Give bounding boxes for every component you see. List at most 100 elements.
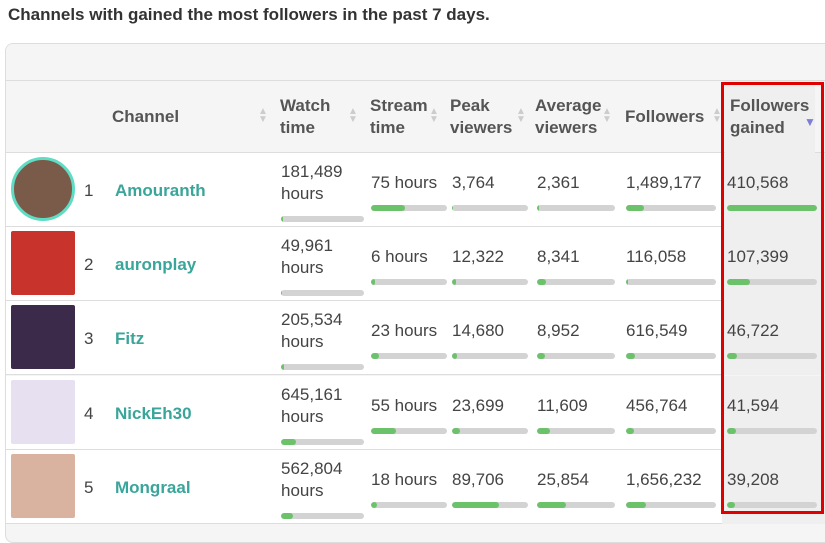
watch-time-bar [281, 290, 364, 297]
avatar [11, 453, 75, 518]
watch-time-value: 205,534 [281, 310, 343, 330]
watch-time: 181,489 hours [281, 161, 342, 205]
col-followers[interactable]: Followers [625, 107, 705, 126]
table-header: Channel ▲ ▼ Watch time ▲ ▼ Stream time ▲ ▼ … [6, 81, 825, 153]
followers-value: 1,489,177 [626, 173, 702, 192]
gained-value: 107,399 [727, 247, 789, 267]
channel-link[interactable]: Fitz [115, 329, 145, 349]
watch-time-unit: hours [281, 480, 324, 500]
stream-value: 6 hours [371, 247, 428, 267]
stream-value: 18 hours [371, 469, 438, 489]
avg-bar [537, 427, 615, 434]
stream-bar [371, 279, 447, 286]
gained-bar [727, 279, 817, 286]
stream-value: 55 hours [371, 395, 438, 415]
avg-value: 8,952 [537, 321, 580, 341]
avatar [11, 305, 75, 370]
watch-time-unit: hours [281, 332, 324, 352]
table-row[interactable]: 3 Fitz 205,534 hours 23 hours 14,680 8,95… [6, 301, 825, 376]
gained-value: 41,594 [727, 395, 779, 415]
table-row[interactable]: 2 auronplay 49,961 hours 6 hours 12,322 8… [6, 227, 825, 302]
watch-time-value: 49,961 [281, 236, 333, 256]
col-average-viewers[interactable]: Average viewers [535, 96, 602, 137]
followers-value: 616,549 [626, 321, 688, 341]
stream-bar [371, 427, 447, 434]
channel-link[interactable]: NickEh30 [115, 403, 192, 423]
sort-icon[interactable]: ▲ ▼ [258, 106, 268, 125]
watch-time: 562,804 hours [281, 458, 342, 502]
watch-time-bar [281, 216, 364, 222]
peak-value: 12,322 [452, 247, 504, 267]
avatar [11, 379, 75, 444]
watch-time-unit: hours [281, 406, 324, 426]
gained-bar [727, 205, 817, 211]
peak-bar [452, 205, 528, 211]
col-stream-time[interactable]: Stream time [370, 96, 428, 137]
sorted-column-bg [722, 227, 825, 302]
col-channel[interactable]: Channel [112, 107, 180, 126]
stream-value: 75 hours [371, 173, 438, 192]
gained-bar [727, 427, 817, 434]
peak-bar [452, 353, 528, 360]
table-container: Channel ▲ ▼ Watch time ▲ ▼ Stream time ▲ ▼ … [5, 43, 825, 543]
table-row[interactable]: 5 Mongraal 562,804 hours 18 hours 89,706 … [6, 449, 825, 524]
watch-time-bar [281, 512, 364, 519]
sort-icon[interactable]: ▲ ▼ [516, 106, 526, 125]
stream-bar [371, 205, 447, 211]
sorted-column-bg [722, 301, 825, 376]
sorted-column-bg [722, 153, 825, 227]
avg-value: 11,609 [537, 395, 588, 415]
avg-bar [537, 353, 615, 360]
table-row[interactable]: 4 NickEh30 645,161 hours 55 hours 23,699 … [6, 375, 825, 450]
watch-time: 645,161 hours [281, 384, 342, 428]
avatar [11, 231, 75, 296]
channel-link[interactable]: auronplay [115, 255, 197, 275]
peak-value: 3,764 [452, 173, 495, 192]
avg-value: 2,361 [537, 173, 580, 192]
followers-bar [626, 427, 716, 434]
table-toolbar [6, 44, 825, 81]
col-watch-time[interactable]: Watch time [280, 96, 331, 137]
gained-value: 46,722 [727, 321, 779, 341]
sort-icon[interactable]: ▲ ▼ [429, 106, 439, 125]
col-peak-viewers[interactable]: Peak viewers [450, 96, 513, 137]
watch-time-bar [281, 438, 364, 445]
watch-time: 205,534 hours [281, 309, 342, 353]
page-title: Channels with gained the most followers … [8, 5, 490, 24]
watch-time-value: 181,489 [281, 162, 343, 181]
watch-time-bar [281, 364, 364, 371]
sort-icon[interactable]: ▲ ▼ [602, 106, 612, 125]
rank: 5 [84, 477, 94, 497]
channel-link[interactable]: Amouranth [115, 181, 206, 200]
rank: 1 [84, 181, 94, 200]
peak-bar [452, 427, 528, 434]
followers-bar [626, 205, 716, 211]
gained-bar [727, 501, 817, 508]
avatar [11, 157, 75, 221]
avg-bar [537, 501, 615, 508]
peak-bar [452, 279, 528, 286]
peak-value: 23,699 [452, 395, 504, 415]
watch-time-unit: hours [281, 184, 324, 203]
followers-bar [626, 279, 716, 286]
rank: 2 [84, 255, 94, 275]
stream-value: 23 hours [371, 321, 438, 341]
channel-link[interactable]: Mongraal [115, 477, 191, 497]
watch-time-value: 562,804 [281, 458, 343, 478]
followers-value: 1,656,232 [626, 469, 702, 489]
stream-bar [371, 353, 447, 360]
sort-icon[interactable]: ▲ ▼ [348, 106, 358, 125]
sort-icon[interactable]: ▲ ▼ [712, 106, 722, 125]
avg-bar [537, 205, 615, 211]
followers-bar [626, 501, 716, 508]
watch-time: 49,961 hours [281, 235, 333, 279]
peak-value: 89,706 [452, 469, 504, 489]
followers-value: 456,764 [626, 395, 688, 415]
avg-value: 8,341 [537, 247, 580, 267]
watch-time-value: 645,161 [281, 384, 343, 404]
sort-descending-icon[interactable]: ▼ [804, 115, 816, 129]
gained-bar [727, 353, 817, 360]
table-row[interactable]: 1 Amouranth 181,489 hours 75 hours 3,764 … [6, 153, 825, 227]
stream-bar [371, 501, 447, 508]
col-followers-gained[interactable]: Followers gained [725, 81, 815, 153]
